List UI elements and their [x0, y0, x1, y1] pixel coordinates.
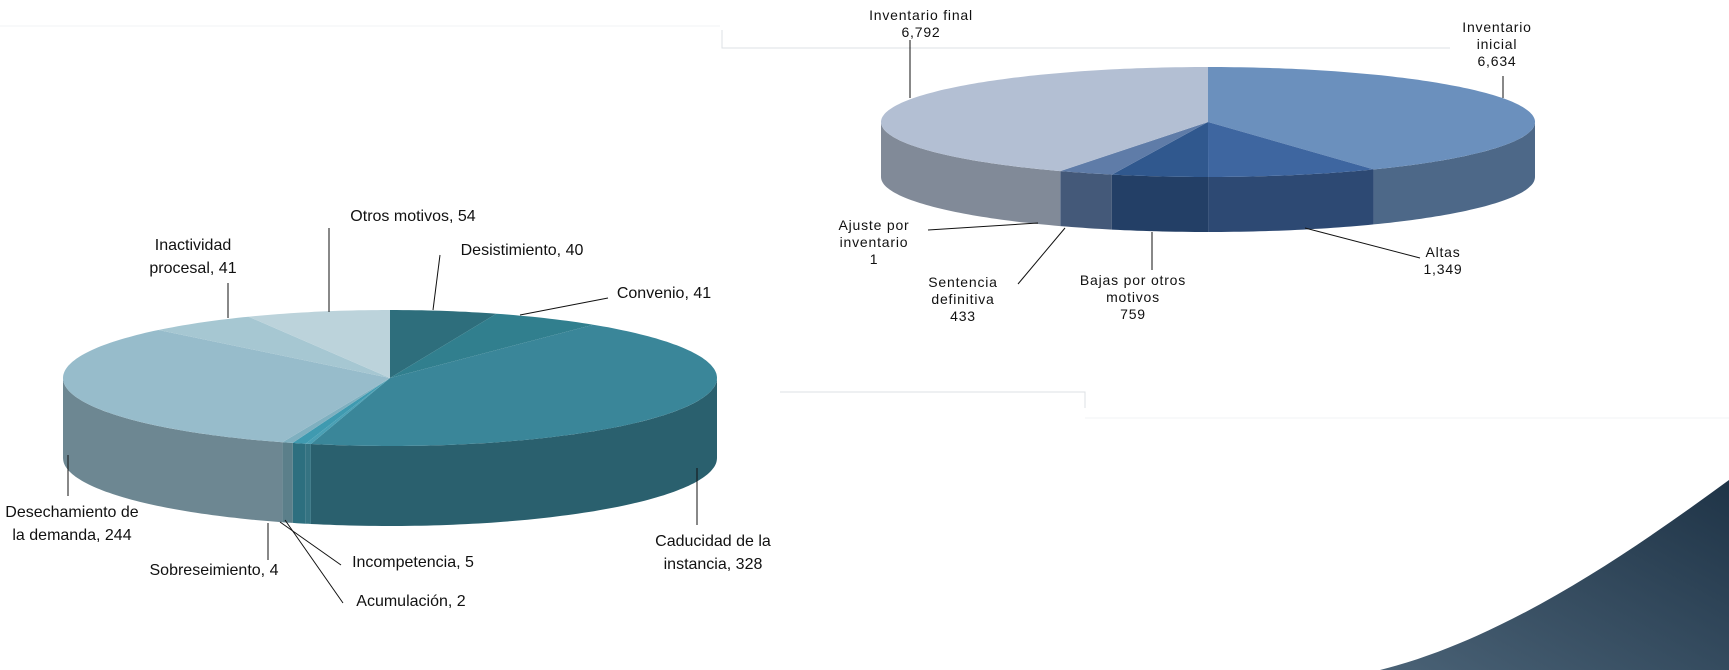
label-separator: ,	[557, 242, 561, 259]
screen: Inventario inicial 6,634 Altas 1,349 Bajas…	[0, 0, 1729, 670]
slice-label: Sobreseimiento, 4	[134, 559, 294, 582]
slice-label: Otros motivos, 54	[313, 205, 513, 228]
label-value: 5	[465, 554, 474, 571]
slice-side	[1208, 169, 1374, 232]
label-name: Convenio	[617, 285, 685, 302]
label-value: 4	[270, 562, 279, 579]
slice-label: Altas 1,349	[1413, 244, 1473, 278]
slice-side	[1060, 171, 1112, 230]
decor-line	[722, 30, 1450, 48]
label-value: 41	[693, 285, 711, 302]
slice-label: Desistimiento, 40	[432, 239, 612, 262]
label-value: 244	[105, 527, 132, 544]
slice-label: Inventario final 6,792	[851, 7, 991, 41]
leader-line	[1305, 228, 1420, 258]
slice-label: Ajuste por inventario 1	[829, 217, 919, 268]
label-value: 1	[829, 251, 919, 268]
label-value: 6,634	[1457, 53, 1537, 70]
label-name: Acumulación	[356, 593, 448, 610]
label-value: 328	[736, 556, 763, 573]
label-value: 40	[566, 242, 584, 259]
label-separator: ,	[448, 593, 452, 610]
slice-label: Convenio, 41	[594, 282, 734, 305]
slice-side	[306, 444, 311, 524]
slice-label: Sentencia definitiva 433	[918, 274, 1008, 325]
label-name: Altas	[1425, 244, 1460, 260]
slice-side	[293, 443, 306, 524]
label-name: Ajuste por inventario	[838, 217, 909, 250]
plot-area	[63, 40, 1535, 603]
label-name: Sobreseimiento	[150, 562, 261, 579]
slice-label: Inventario inicial 6,634	[1457, 19, 1537, 70]
label-name: Bajas por otros motivos	[1080, 272, 1186, 305]
label-value: 54	[458, 208, 476, 225]
label-name: Desistimiento	[461, 242, 557, 259]
label-value: 433	[918, 308, 1008, 325]
label-value: 41	[219, 260, 237, 277]
label-separator: ,	[261, 562, 265, 579]
label-name: Inventario inicial	[1462, 19, 1531, 52]
slice-label: Inactividad procesal, 41	[138, 234, 248, 280]
label-value: 759	[1073, 306, 1193, 323]
leader-line	[433, 255, 440, 310]
label-name: Otros motivos	[350, 208, 449, 225]
slice-label: Caducidad de la instancia, 328	[643, 530, 783, 576]
decor-line	[780, 392, 1085, 408]
label-name: Inventario final	[869, 7, 973, 23]
label-separator: ,	[449, 208, 453, 225]
label-separator: ,	[684, 285, 688, 302]
slice-side	[1112, 175, 1208, 232]
label-value: 6,792	[851, 24, 991, 41]
label-separator: ,	[456, 554, 460, 571]
leader-line	[1018, 228, 1065, 284]
label-name: Sentencia definitiva	[928, 274, 997, 307]
label-name: Incompetencia	[352, 554, 456, 571]
leader-line	[928, 223, 1038, 230]
decor-shape	[1380, 480, 1729, 670]
label-value: 1,349	[1413, 261, 1473, 278]
slice-side	[282, 442, 292, 523]
slice-label: Incompetencia, 5	[323, 551, 503, 574]
label-separator: ,	[210, 260, 214, 277]
label-value: 2	[457, 593, 466, 610]
slice-label: Bajas por otros motivos 759	[1073, 272, 1193, 323]
slice-label: Desechamiento de la demanda, 244	[5, 501, 140, 547]
label-separator: ,	[96, 527, 100, 544]
label-separator: ,	[727, 556, 731, 573]
slice-label: Acumulación, 2	[331, 590, 491, 613]
